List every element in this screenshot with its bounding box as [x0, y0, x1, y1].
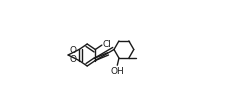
Text: OH: OH — [110, 67, 124, 76]
Text: Cl: Cl — [102, 40, 111, 49]
Text: O: O — [69, 46, 76, 55]
Text: O: O — [69, 55, 76, 64]
